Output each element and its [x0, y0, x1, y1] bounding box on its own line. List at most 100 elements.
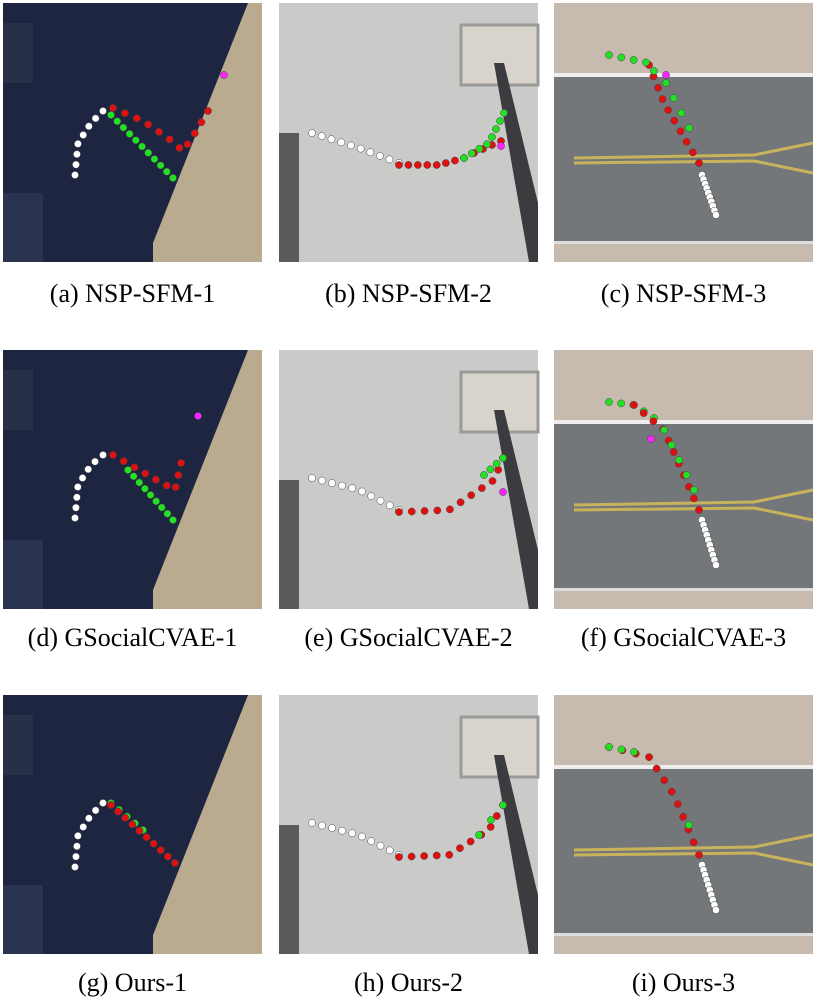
- trajectory-dot: [73, 493, 81, 502]
- trajectory-dot: [169, 174, 177, 182]
- trajectory-dot: [500, 109, 508, 117]
- trajectory-dot: [605, 51, 613, 59]
- trajectory-dot: [114, 807, 122, 816]
- trajectory-dot: [99, 799, 107, 807]
- trajectory-dot: [467, 491, 476, 500]
- trajectory-dot: [395, 508, 403, 516]
- trajectory-dot: [79, 131, 88, 139]
- trajectory-dot: [682, 137, 691, 146]
- trajectory-dot: [667, 441, 676, 449]
- trajectory-dot: [157, 503, 166, 512]
- trajectory-dot: [328, 824, 336, 832]
- trajectory-dot: [156, 161, 165, 170]
- trajectory-dot: [113, 117, 122, 126]
- trajectory-dot: [171, 483, 180, 491]
- trajectory-dot: [645, 753, 653, 761]
- trajectory-dot: [71, 171, 79, 179]
- window: [3, 193, 43, 262]
- trajectory-dot: [446, 505, 454, 514]
- trajectory-dot: [617, 399, 626, 408]
- trajectory-dot: [617, 53, 626, 62]
- panel-image: [3, 350, 262, 609]
- wall: [279, 133, 299, 262]
- trajectory-dot: [138, 142, 146, 151]
- trajectory-dot: [163, 509, 172, 518]
- trajectory-dot: [91, 457, 99, 466]
- trajectory-dot: [308, 474, 316, 482]
- trajectory-dot: [695, 851, 703, 859]
- trajectory-dot: [337, 138, 346, 147]
- panel-image: [279, 350, 540, 609]
- trajectory-dot: [451, 156, 459, 165]
- trajectory-dot: [467, 149, 476, 158]
- trajectory-dot: [492, 125, 500, 133]
- trajectory-dot: [433, 506, 442, 515]
- trajectory-dot: [183, 140, 192, 149]
- trajectory-dot: [162, 481, 171, 490]
- trajectory-dot: [318, 476, 326, 485]
- panel-image: [3, 3, 262, 262]
- trajectory-dot: [78, 474, 87, 482]
- trajectory-dot: [367, 492, 376, 500]
- trajectory-dot: [91, 114, 100, 123]
- trajectory-dot: [654, 83, 662, 92]
- trajectory-dot: [85, 814, 93, 823]
- trajectory-dot: [72, 852, 80, 861]
- wall: [279, 480, 299, 609]
- window: [3, 715, 33, 775]
- trajectory-dot: [194, 412, 202, 420]
- lane-line: [554, 765, 813, 769]
- trajectory-dot: [348, 829, 356, 838]
- trajectory-dot: [690, 486, 698, 494]
- trajectory-dot: [492, 459, 501, 468]
- trajectory-dot: [109, 451, 117, 459]
- trajectory-dot: [629, 56, 638, 64]
- trajectory-dot: [348, 484, 356, 493]
- trajectory-dot: [375, 151, 384, 160]
- trajectory-dot: [73, 842, 81, 851]
- trajectory-dot: [385, 846, 394, 855]
- trajectory-dot: [385, 155, 394, 164]
- trajectory-dot: [171, 859, 179, 867]
- trajectory-dot: [404, 161, 413, 169]
- trajectory-dot: [456, 844, 464, 853]
- trajectory-dot: [695, 159, 703, 167]
- trajectory-dot: [146, 491, 155, 499]
- wall: [279, 825, 299, 954]
- trajectory-dot: [175, 144, 184, 152]
- trajectory-dot: [486, 823, 495, 831]
- trajectory-dot: [308, 819, 316, 827]
- trajectory-dot: [689, 838, 698, 847]
- trajectory-dot: [121, 109, 129, 118]
- trajectory-dot: [480, 471, 488, 479]
- trajectory-dot: [149, 839, 158, 848]
- lane-line: [554, 933, 813, 936]
- trajectory-dot: [338, 826, 346, 835]
- trajectory-dot: [442, 159, 450, 167]
- trajectory-dot: [695, 506, 703, 514]
- trajectory-dot: [204, 107, 212, 115]
- panel-image: [554, 695, 814, 954]
- trajectory-dot: [712, 561, 720, 569]
- trajectory-dot: [649, 417, 658, 426]
- trajectory-dot: [128, 820, 137, 829]
- trajectory-dot: [483, 140, 491, 149]
- trajectory-dot: [317, 132, 326, 140]
- trajectory-dot: [125, 130, 134, 138]
- trajectory-dot: [132, 114, 141, 123]
- trajectory-dot: [109, 104, 117, 112]
- trajectory-dot: [669, 94, 678, 102]
- trajectory-dot: [121, 814, 130, 822]
- trajectory-dot: [141, 469, 149, 478]
- trajectory-dot: [91, 806, 100, 815]
- trajectory-dot: [677, 109, 686, 117]
- trajectory-dot: [327, 135, 336, 144]
- trajectory-dot: [647, 435, 655, 443]
- trajectory-dot: [84, 465, 93, 474]
- panel-image: [554, 3, 814, 262]
- trajectory-dot: [328, 479, 336, 487]
- trajectory-dot: [420, 852, 429, 860]
- trajectory-dot: [652, 764, 661, 773]
- trajectory-dot: [660, 426, 668, 434]
- trajectory-dot: [669, 448, 678, 456]
